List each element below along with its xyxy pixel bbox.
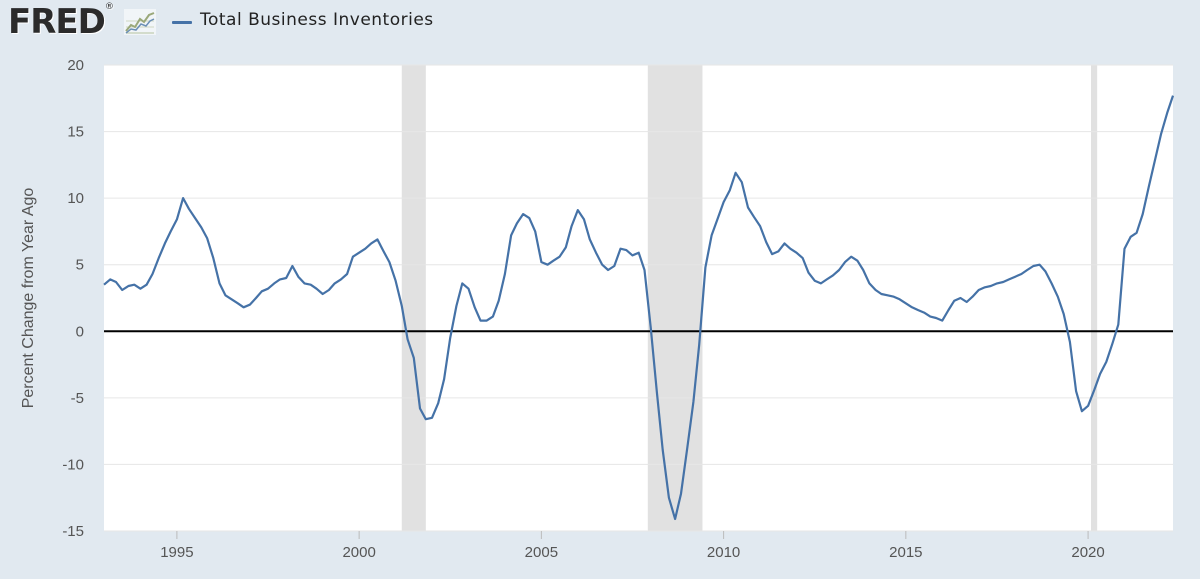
fred-logo[interactable]: FRED® [8, 2, 114, 42]
header: FRED® Total Business Inventories [0, 0, 1200, 50]
x-axis-ticks: 1995 2000 2005 2010 2015 2020 [160, 531, 1105, 561]
recession-band [1090, 65, 1098, 531]
y-tick-label: 20 [67, 57, 84, 74]
recession-shading [401, 65, 1098, 531]
y-tick-label: 15 [67, 124, 84, 141]
recession-band [401, 65, 426, 531]
logo-text: FRED [8, 2, 106, 42]
y-axis-ticks: -15 -10 -5 0 5 10 15 20 [62, 57, 84, 540]
series-line-total-business-inventories[interactable] [103, 95, 1175, 521]
x-tick-label: 2005 [525, 544, 558, 561]
x-tick-label: 2000 [342, 544, 375, 561]
x-tick-label: 2020 [1071, 544, 1104, 561]
legend-line-swatch [172, 21, 192, 24]
logo-registered-mark: ® [104, 2, 114, 12]
x-tick-label: 2015 [889, 544, 922, 561]
legend-label: Total Business Inventories [200, 10, 434, 30]
recession-band [647, 65, 703, 531]
y-tick-label: -15 [62, 523, 84, 540]
trend-line-graph-icon [124, 9, 156, 35]
x-tick-label: 2010 [707, 544, 740, 561]
y-tick-label: 0 [76, 323, 84, 340]
plot-area [104, 65, 1173, 531]
gridlines [104, 64, 1173, 532]
y-axis-label: Percent Change from Year Ago [20, 188, 37, 409]
y-tick-label: 5 [76, 257, 84, 274]
x-tick-label: 1995 [160, 544, 193, 561]
y-tick-label: -5 [71, 390, 84, 407]
y-tick-label: -10 [62, 456, 84, 473]
y-tick-label: 10 [67, 190, 84, 207]
